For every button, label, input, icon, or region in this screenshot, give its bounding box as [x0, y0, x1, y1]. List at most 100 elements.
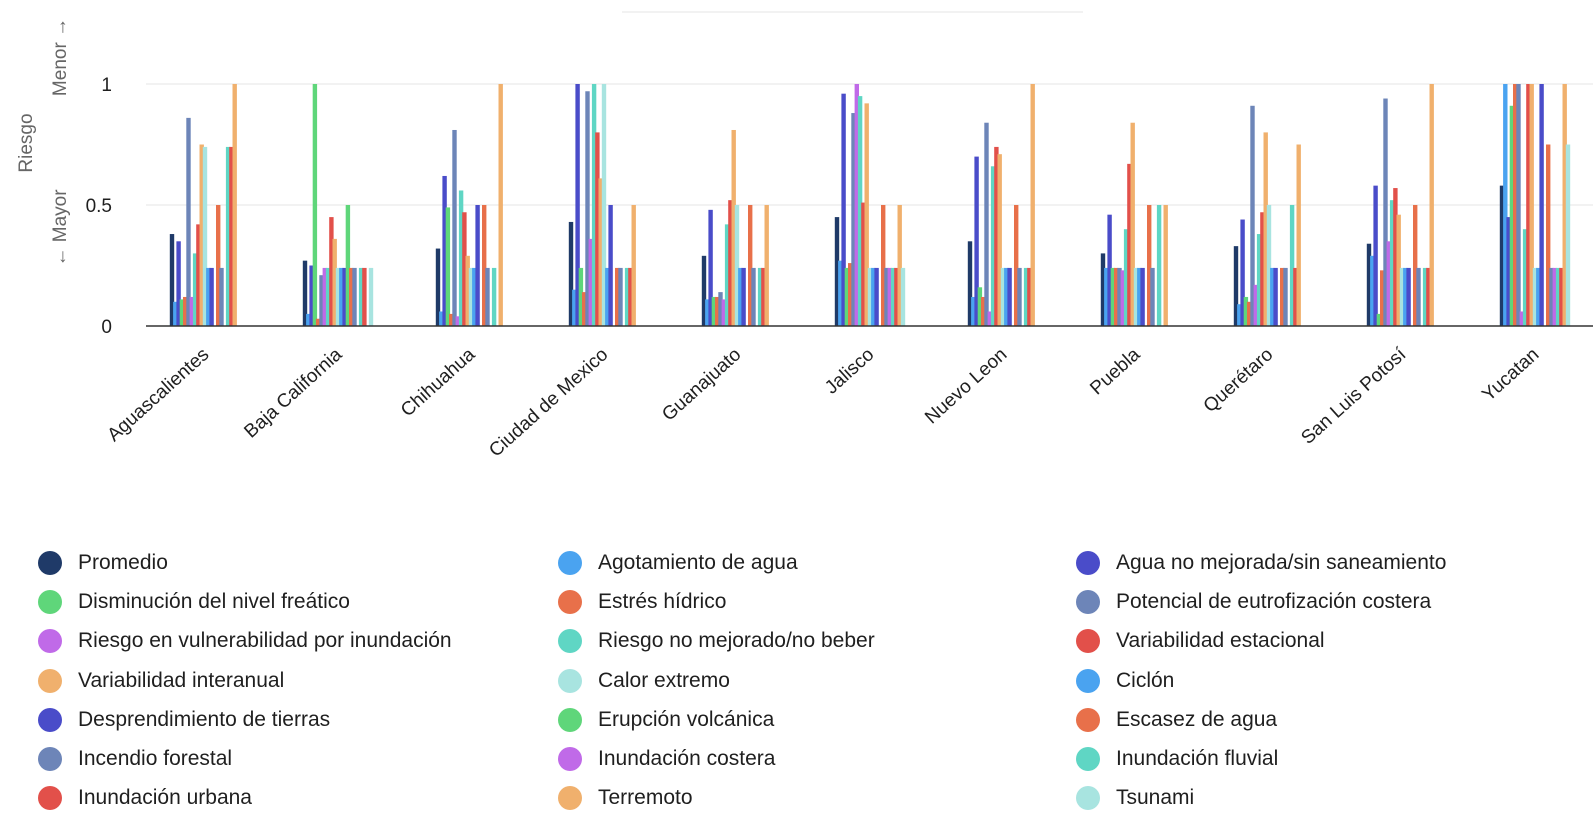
bar-aguascalientes-riesgo-en-vulnerabilidad-por-inundacion [189, 296, 194, 326]
bar-nuevo-leon-variabilidad-interanual [997, 154, 1002, 326]
bar-nuevo-leon-riesgo-en-vulnerabilidad-por-inundacion [987, 311, 992, 326]
bar-aguascalientes-escasez-de-agua [216, 205, 221, 326]
bar-jalisco-calor-extremo [867, 267, 873, 326]
bar-ciudad-de-mexico-agotamiento-de-agua [572, 289, 577, 326]
legend-swatch [38, 747, 62, 771]
bar-baja-california-variabilidad-estacional [329, 217, 334, 326]
legend-item-riesgo-no-mejorado-no-beber[interactable]: Riesgo no mejorado/no beber [558, 628, 875, 654]
bar-puebla-agotamiento-de-agua [1104, 267, 1109, 326]
bar-puebla-riesgo-no-mejorado-no-beber [1123, 229, 1129, 326]
bar-guanajuato-riesgo-en-vulnerabilidad-por-inundacion [721, 299, 726, 326]
bar-ciudad-de-mexico-estres-hidrico [582, 292, 587, 326]
bar-yucatan-disminucion-del-nivel-freatico [1509, 105, 1515, 326]
bar-baja-california-erupcion-volcanica [345, 205, 351, 326]
legend-label: Tsunami [1116, 786, 1195, 810]
bar-san-luis-potosi-agua-no-mejorada-sin-saneamiento [1373, 185, 1378, 326]
bar-jalisco-incendio-forestal [884, 267, 889, 326]
legend-label: Incendio forestal [78, 747, 233, 770]
bar-ciudad-de-mexico-incendio-forestal [618, 267, 623, 326]
bar-guanajuato-riesgo-no-mejorado-no-beber [724, 224, 730, 326]
bar-guanajuato-variabilidad-interanual [731, 129, 736, 326]
bar-san-luis-potosi-riesgo-en-vulnerabilidad-por-inundacion [1386, 241, 1391, 326]
legend-swatch [38, 786, 62, 811]
legend-swatch [558, 786, 582, 811]
legend-item-variabilidad-interanual[interactable]: Variabilidad interanual [38, 668, 284, 694]
bar-yucatan-variabilidad-estacional [1526, 84, 1531, 326]
x-tick-labels: Aguascalientes Baja California Chihuahua Ci… [104, 344, 1544, 462]
legend-item-inundacion-costera[interactable]: Inundación costera [558, 746, 775, 772]
legend-item-escasez-de-agua[interactable]: Escasez de agua [1076, 707, 1277, 733]
x-tick-label-aguascalientes: Aguascalientes [104, 344, 214, 446]
legend-item-potencial-de-eutrofizacion-costera[interactable]: Potencial de eutrofización costera [1076, 589, 1431, 615]
bar-ciudad-de-mexico-inundacion-fluvial [624, 267, 630, 326]
bar-baja-california-agotamiento-de-agua [306, 313, 311, 326]
bar-jalisco-agotamiento-de-agua [838, 260, 843, 326]
bar-aguascalientes-inundacion-fluvial [225, 146, 231, 326]
legend-label: Desprendimiento de tierras [78, 707, 331, 731]
bar-jalisco-tsunami [900, 267, 906, 326]
bar-queretaro-riesgo-no-mejorado-no-beber [1256, 234, 1262, 326]
legend-item-riesgo-en-vulnerabilidad-por-inundacion[interactable]: Riesgo en vulnerabilidad por inundación [38, 628, 452, 654]
bar-jalisco-potencial-de-eutrofizacion-costera [851, 113, 856, 326]
bar-queretaro-escasez-de-agua [1280, 267, 1285, 326]
risk-bar-chart: 0 0.5 1 Riesgo Menor → ← Mayor Aguascali… [16, 11, 1593, 462]
bar-guanajuato-agua-no-mejorada-sin-saneamiento [708, 209, 713, 326]
legend-item-terremoto[interactable]: Terremoto [558, 785, 693, 811]
bar-puebla-variabilidad-estacional [1127, 163, 1132, 326]
bar-puebla-disminucion-del-nivel-freatico [1110, 267, 1116, 326]
bar-queretaro-estres-hidrico [1247, 301, 1252, 326]
legend-item-erupcion-volcanica[interactable]: Erupción volcánica [558, 707, 774, 733]
bar-puebla-variabilidad-interanual [1130, 122, 1135, 326]
legend-item-promedio[interactable]: Promedio [38, 550, 168, 576]
bar-queretaro-riesgo-en-vulnerabilidad-por-inundacion [1253, 284, 1258, 326]
bar-chihuahua-agua-no-mejorada-sin-saneamiento [442, 175, 447, 326]
legend-item-incendio-forestal[interactable]: Incendio forestal [38, 746, 232, 772]
x-tick-label-queretaro: Querétaro [1200, 344, 1278, 417]
legend-label: Terremoto [598, 786, 693, 810]
legend-item-ciclon[interactable]: Ciclón [1076, 668, 1174, 694]
bar-ciudad-de-mexico-inundacion-urbana [628, 267, 633, 326]
legend-item-estres-hidrico[interactable]: Estrés hídrico [558, 589, 726, 615]
bar-san-luis-potosi-calor-extremo [1399, 267, 1405, 326]
legend-item-variabilidad-estacional[interactable]: Variabilidad estacional [1076, 628, 1325, 654]
bar-aguascalientes-inundacion-urbana [229, 146, 234, 326]
bar-queretaro-desprendimiento-de-tierras [1273, 267, 1278, 326]
bar-queretaro-variabilidad-interanual [1263, 132, 1268, 326]
legend-item-disminucion-del-nivel-freatico[interactable]: Disminución del nivel freático [38, 589, 350, 615]
legend-item-desprendimiento-de-tierras[interactable]: Desprendimiento de tierras [38, 707, 330, 733]
y-tick-labels: 0 0.5 1 [86, 75, 112, 338]
bar-nuevo-leon-estres-hidrico [981, 296, 986, 326]
legend-label: Variabilidad interanual [78, 668, 285, 692]
legend-swatch [38, 629, 62, 654]
bar-nuevo-leon-calor-extremo [1000, 267, 1006, 326]
bar-aguascalientes-agua-no-mejorada-sin-saneamiento [176, 241, 181, 326]
bar-san-luis-potosi-ciclon [1403, 267, 1408, 326]
bar-aguascalientes-promedio [169, 234, 175, 326]
bar-nuevo-leon-agua-no-mejorada-sin-saneamiento [974, 156, 979, 326]
legend-item-agotamiento-de-agua[interactable]: Agotamiento de agua [558, 550, 798, 576]
bar-nuevo-leon-incendio-forestal [1017, 267, 1022, 326]
bar-guanajuato-promedio [701, 255, 707, 326]
legend-item-inundacion-urbana[interactable]: Inundación urbana [38, 785, 252, 811]
bar-aguascalientes-incendio-forestal [219, 267, 224, 326]
bar-guanajuato-inundacion-fluvial [757, 267, 763, 326]
bar-puebla-ciclon [1137, 267, 1142, 326]
bar-chihuahua-disminucion-del-nivel-freatico [445, 207, 451, 326]
bar-jalisco-ciclon [871, 267, 876, 326]
x-tick-label-chihuahua: Chihuahua [397, 344, 480, 421]
legend-label: Disminución del nivel freático [78, 590, 350, 614]
legend-item-tsunami[interactable]: Tsunami [1076, 785, 1194, 811]
x-tick-label-puebla: Puebla [1086, 344, 1144, 399]
legend-item-agua-no-mejorada-sin-saneamiento[interactable]: Agua no mejorada/sin saneamiento [1076, 550, 1446, 576]
legend-item-inundacion-fluvial[interactable]: Inundación fluvial [1076, 746, 1278, 772]
y-axis-direction-lower: ← Mayor [50, 189, 71, 267]
bar-ciudad-de-mexico-riesgo-no-mejorado-no-beber [591, 84, 597, 326]
bar-ciudad-de-mexico-promedio [568, 221, 574, 326]
legend-label: Inundación fluvial [1116, 747, 1279, 770]
bar-aguascalientes-ciclon [206, 267, 211, 326]
bar-puebla-estres-hidrico [1114, 267, 1119, 326]
bar-puebla-agua-no-mejorada-sin-saneamiento [1107, 214, 1112, 326]
legend-item-calor-extremo[interactable]: Calor extremo [558, 668, 730, 694]
bar-queretaro-incendio-forestal [1283, 267, 1288, 326]
bar-jalisco-variabilidad-interanual [864, 103, 869, 326]
